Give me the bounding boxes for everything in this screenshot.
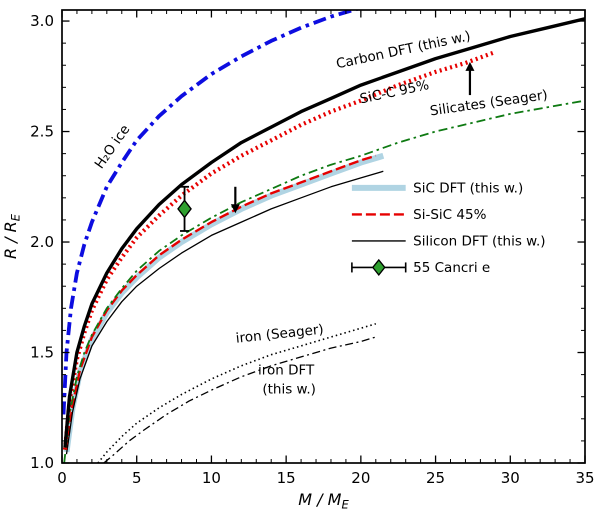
legend-entry: Silicon DFT (this w.) [351, 234, 546, 250]
iron-dft-label-line2: (this w.) [262, 381, 316, 397]
legend-entry: SiC DFT (this w.) [351, 181, 523, 197]
svg-text:15: 15 [277, 469, 296, 487]
svg-text:25: 25 [426, 469, 445, 487]
legend-label: Silicon DFT (this w.) [413, 234, 545, 250]
svg-text:2.0: 2.0 [30, 233, 54, 251]
ticks [61, 10, 586, 464]
legend-entry: 55 Cancri e [351, 258, 490, 276]
annotation-arrows [230, 61, 475, 214]
curve-sic-c-95 [62, 50, 497, 450]
svg-text:5: 5 [132, 469, 142, 487]
plot-frame [61, 9, 586, 464]
curve-iron-dft [103, 336, 376, 463]
svg-text:10: 10 [202, 469, 221, 487]
svg-text:35: 35 [575, 469, 594, 487]
legend-label: SiC DFT (this w.) [413, 181, 523, 197]
y-axis-label: R / RE [1, 213, 23, 259]
curves-group [62, 10, 585, 463]
legend-diamond-marker [371, 258, 386, 276]
diamond-marker [177, 199, 192, 219]
legend-label: 55 Cancri e [413, 260, 490, 276]
svg-text:3.0: 3.0 [30, 12, 54, 30]
curve-carbon-dft [63, 17, 585, 448]
curve-silicates-seager [63, 99, 585, 463]
curve-si-sic-45 [65, 154, 377, 450]
annotation-arrow-up [465, 61, 475, 71]
curve-silicon-dft [65, 170, 384, 455]
svg-text:1.5: 1.5 [30, 344, 54, 362]
y-tick-labels: 1.0 1.5 2.0 2.5 3.0 [30, 12, 54, 472]
svg-text:20: 20 [351, 469, 370, 487]
svg-text:30: 30 [501, 469, 520, 487]
iron-dft-label-line1: iron DFT [258, 363, 315, 379]
x-tick-labels: 0 5 10 15 20 25 30 35 [57, 469, 594, 487]
annotation-arrow-down [230, 204, 240, 214]
svg-text:2.5: 2.5 [30, 123, 54, 141]
curve-sic-dft [63, 152, 385, 453]
legend: SiC DFT (this w.) Si-SiC 45% Silicon DFT (… [351, 181, 546, 276]
axes-frame [61, 9, 586, 464]
legend-entry: Si-SiC 45% [351, 207, 487, 223]
data-point-55-cancri-e [177, 185, 192, 232]
svg-text:1.0: 1.0 [30, 454, 54, 472]
legend-label: Si-SiC 45% [413, 207, 486, 223]
x-axis-label: M / ME [298, 490, 349, 512]
curve-h2o-ice [62, 10, 361, 415]
svg-text:0: 0 [57, 469, 67, 487]
